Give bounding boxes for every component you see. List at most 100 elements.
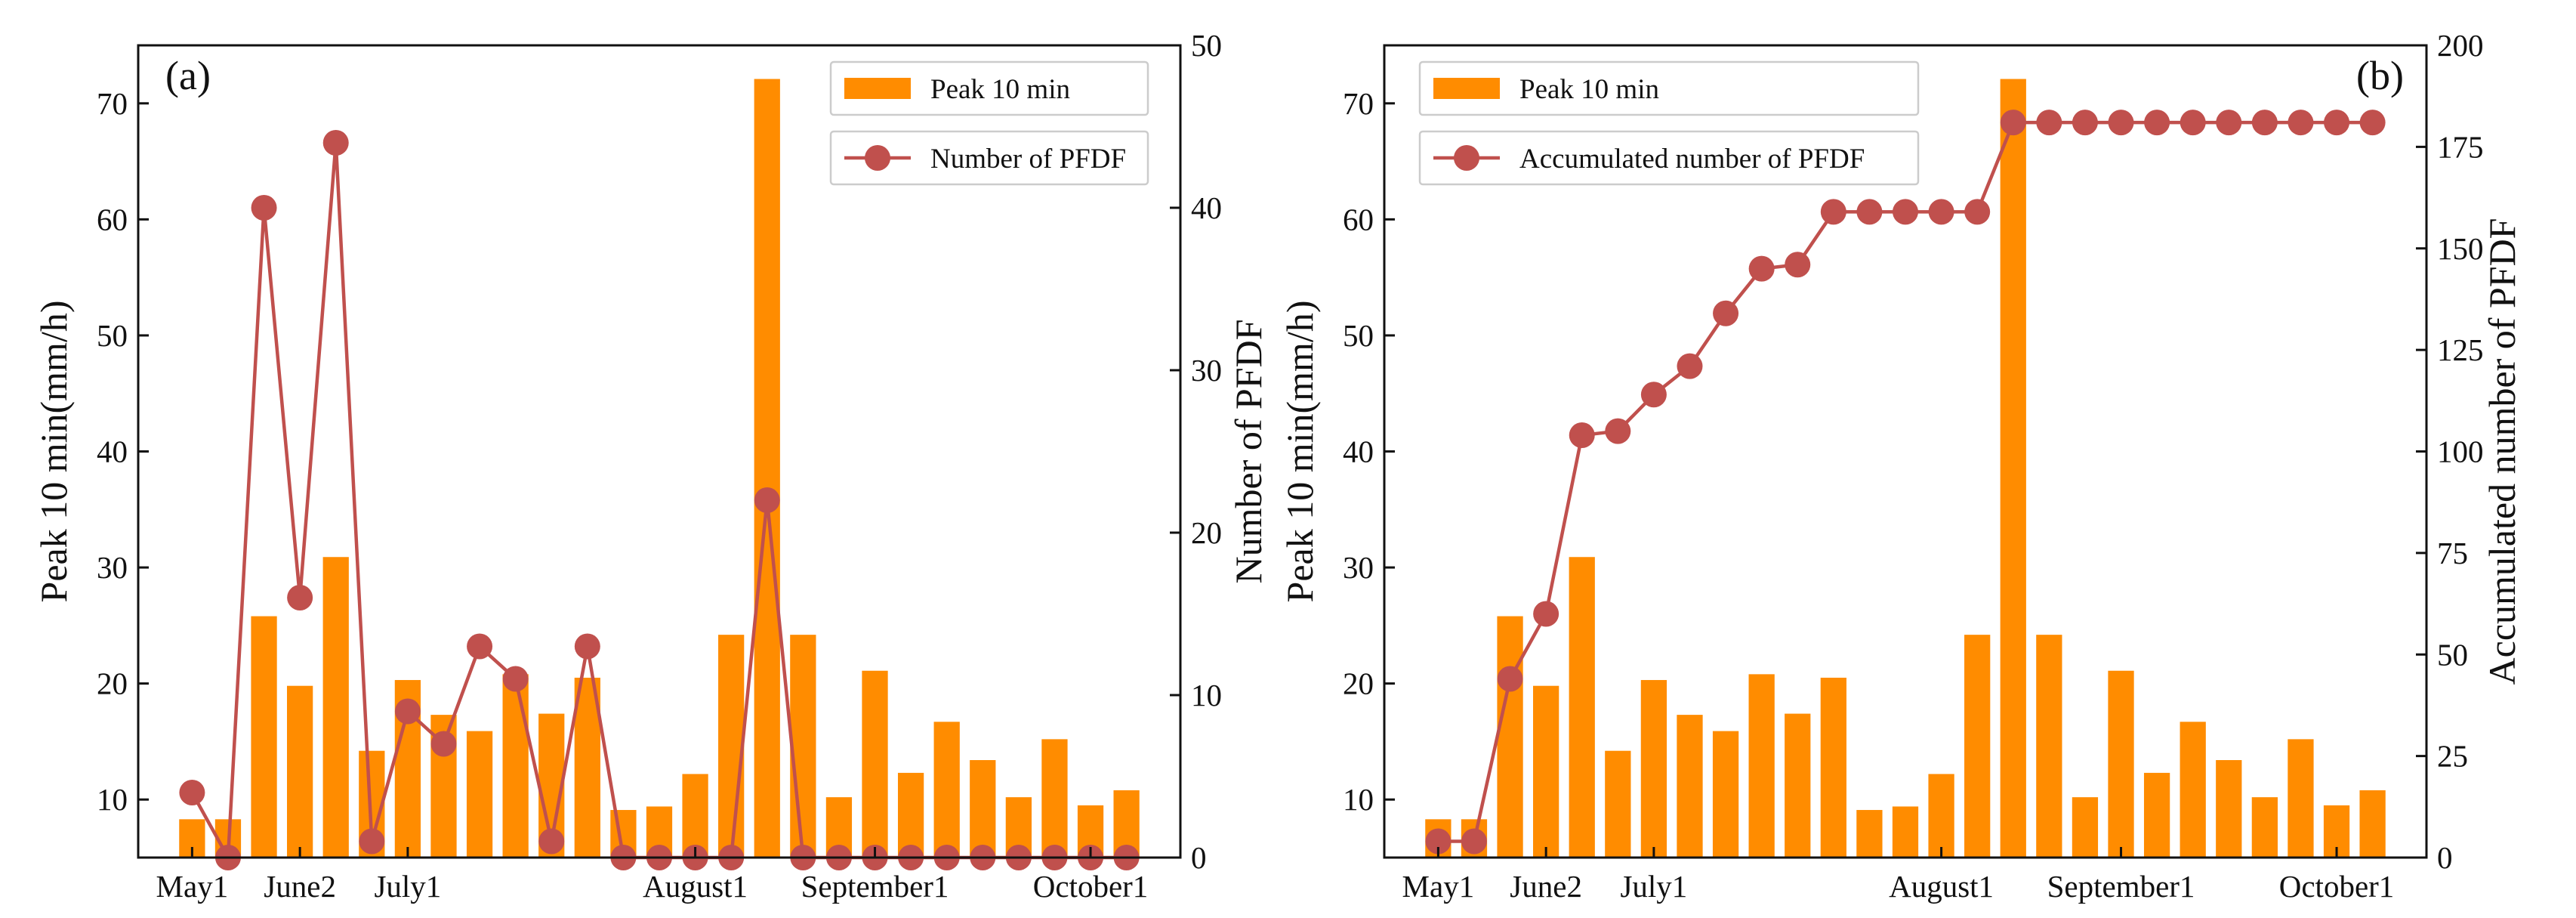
- legend-label: Peak 10 min: [930, 74, 1070, 105]
- bar: [1964, 635, 1991, 858]
- y-tick-label: 30: [1343, 550, 1374, 585]
- line-point: [1713, 300, 1739, 326]
- bar: [2216, 760, 2242, 858]
- line-point: [1928, 199, 1954, 225]
- y2-axis-label: Number of PFDF: [1227, 319, 1269, 583]
- line-point: [1461, 828, 1487, 855]
- y-tick-label: 70: [1343, 86, 1374, 121]
- y-tick-label: 10: [97, 782, 128, 817]
- y-tick-label: 20: [97, 666, 128, 701]
- y2-tick-label: 0: [2437, 840, 2453, 875]
- line-point: [2288, 110, 2314, 136]
- bar: [2036, 635, 2062, 858]
- legend-box: [829, 60, 1149, 116]
- line-point: [359, 828, 385, 855]
- x-tick-label: July1: [1620, 869, 1687, 904]
- line-point: [394, 698, 421, 725]
- line-point: [1964, 199, 1991, 225]
- bar: [287, 685, 313, 858]
- x-tick-label: August1: [1889, 869, 1994, 904]
- line-point: [2359, 110, 2386, 136]
- bar: [1041, 739, 1068, 858]
- bar: [2143, 772, 2170, 858]
- line-point: [322, 130, 349, 156]
- line-point: [1605, 418, 1631, 444]
- bar: [2251, 797, 2278, 858]
- bar: [2288, 739, 2314, 858]
- y2-tick-label: 200: [2437, 28, 2484, 63]
- bar: [1533, 685, 1559, 858]
- line-point: [2251, 110, 2278, 136]
- bar: [1712, 731, 1739, 858]
- x-tick-label: May1: [1402, 869, 1475, 904]
- legend-box: [1418, 60, 1920, 116]
- bar: [682, 774, 708, 858]
- bar: [466, 731, 493, 858]
- legend-label: Accumulated number of PFDF: [1519, 144, 1865, 175]
- bar: [322, 557, 349, 858]
- line-point: [2000, 110, 2026, 136]
- y-tick-label: 50: [97, 318, 128, 353]
- line-point: [502, 666, 529, 692]
- legend-marker-swatch: [865, 145, 890, 171]
- y-tick-label: 70: [97, 86, 128, 121]
- y-tick-label: 60: [97, 202, 128, 236]
- y2-tick-label: 10: [1191, 678, 1222, 712]
- x-tick-label: May1: [156, 869, 229, 904]
- y2-tick-label: 125: [2437, 332, 2484, 367]
- y-tick-label: 40: [1343, 434, 1374, 469]
- y-axis-label: Peak 10 min(mm/h): [1279, 301, 1321, 603]
- bar: [862, 670, 888, 858]
- bar: [897, 772, 924, 858]
- legend-marker-swatch: [1454, 145, 1479, 171]
- y-tick-label: 50: [1343, 318, 1374, 353]
- line-point: [2108, 110, 2134, 136]
- line-point: [1785, 252, 1811, 278]
- legend-bar-swatch: [1433, 78, 1500, 99]
- line-point: [430, 731, 457, 757]
- line-point: [1533, 601, 1559, 627]
- line-point: [754, 487, 780, 513]
- y2-tick-label: 20: [1191, 515, 1222, 550]
- line-point: [1677, 353, 1703, 379]
- panel-a: 10 20 30 40 50 60 70 0 10 20 30 40 50 May1 June2 July1 A…: [32, 28, 1269, 904]
- line-point: [287, 585, 313, 610]
- legend-box: [829, 130, 1149, 186]
- y2-tick-label: 50: [1191, 28, 1222, 63]
- line-point: [467, 633, 493, 660]
- y2-tick-label: 40: [1191, 190, 1222, 225]
- y2-tick-label: 150: [2437, 231, 2484, 266]
- bar: [1785, 713, 1811, 858]
- line-point: [1640, 382, 1667, 408]
- bar: [2108, 670, 2134, 858]
- bar: [1856, 810, 1883, 858]
- bar: [718, 635, 745, 858]
- x-tick-label: June2: [264, 869, 336, 904]
- line-point: [538, 828, 565, 855]
- line-point: [1748, 255, 1775, 282]
- bar: [1820, 677, 1846, 858]
- panel-b: 10 20 30 40 50 60 70 0 25 50 75 100 125 150 175 200 May1…: [1279, 28, 2523, 904]
- bar: [251, 616, 277, 858]
- bar: [1928, 774, 1954, 858]
- x-tick-label: September1: [801, 869, 949, 904]
- line-point: [1893, 199, 1918, 225]
- line-point: [2036, 110, 2062, 136]
- bar: [1569, 557, 1595, 858]
- legend-box: [1418, 130, 1920, 186]
- bar: [2359, 790, 2386, 858]
- x-tick-label: October1: [1033, 869, 1149, 904]
- bar: [790, 635, 816, 858]
- bar: [2072, 797, 2099, 858]
- y-tick-label: 20: [1343, 666, 1374, 701]
- bar: [1497, 616, 1523, 858]
- line-point: [1856, 199, 1883, 225]
- bar: [1677, 715, 1703, 858]
- y2-tick-label: 25: [2437, 739, 2468, 774]
- line-point: [1569, 422, 1595, 448]
- panel-label: (b): [2356, 53, 2404, 98]
- bar: [2180, 722, 2206, 858]
- y2-tick-label: 175: [2437, 129, 2484, 164]
- y-tick-label: 60: [1343, 202, 1374, 236]
